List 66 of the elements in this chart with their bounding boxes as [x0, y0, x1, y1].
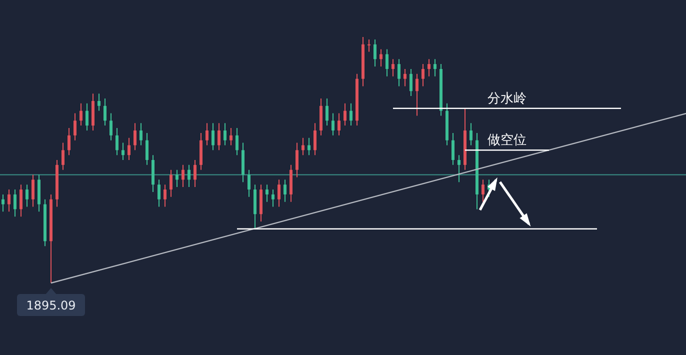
series-label: 分水岭: [488, 91, 526, 106]
candlestick: [422, 64, 424, 87]
candlestick: [434, 58, 436, 77]
candlestick: [158, 179, 160, 208]
candlestick: [308, 137, 310, 156]
candlestick: [482, 179, 484, 202]
candlestick: [182, 164, 184, 188]
candlestick: [380, 48, 382, 68]
candlestick: [392, 58, 394, 77]
candlestick: [404, 68, 406, 87]
candlestick: [296, 142, 298, 178]
candlestick: [386, 48, 388, 77]
candlestick: [116, 128, 118, 156]
candlestick: [206, 122, 208, 146]
candlestick: [248, 169, 250, 198]
candlestick: [368, 38, 370, 52]
series-label: 做空位: [488, 133, 526, 148]
candlestick: [128, 137, 130, 160]
candlestick: [212, 122, 214, 151]
candlestick: [122, 142, 124, 160]
candlestick: [428, 58, 430, 77]
candlestick: [398, 58, 400, 87]
candlestick: [164, 184, 166, 208]
candlestick: [80, 102, 82, 126]
candlestick: [146, 132, 148, 166]
candlestick: [302, 137, 304, 156]
candlestick: [278, 179, 280, 208]
candlestick: [14, 189, 16, 218]
candlestick: [344, 102, 346, 126]
candlestick: [272, 189, 274, 208]
candlestick: [74, 112, 76, 141]
candlestick: [176, 169, 178, 188]
candlestick: [218, 122, 220, 151]
candlestick: [326, 98, 328, 126]
candlestick: [170, 169, 172, 198]
candlestick: [236, 128, 238, 156]
candlestick: [284, 179, 286, 202]
candlestick: [338, 112, 340, 136]
candlestick: [452, 132, 454, 166]
candlestick: [26, 184, 28, 208]
candlestick: [2, 194, 4, 212]
candlestick: [416, 73, 418, 116]
candlestick: [140, 122, 142, 146]
candlestick: [86, 102, 88, 131]
candlestick: [194, 160, 196, 188]
annotation: 1895.09: [26, 298, 76, 312]
candlestick: [230, 128, 232, 146]
candlestick: [332, 112, 334, 136]
candlestick: [110, 112, 112, 141]
candlestick: [314, 122, 316, 156]
candlestick: [8, 189, 10, 212]
candlestick: [62, 142, 64, 170]
candlestick: [32, 174, 34, 208]
candlestick: [68, 128, 70, 156]
candlestick: [224, 122, 226, 146]
candlestick: [410, 68, 412, 97]
candlestick: [104, 98, 106, 126]
candlestick: [20, 184, 22, 218]
candlestick: [458, 154, 460, 183]
candlestick: [350, 102, 352, 126]
candlestick: [470, 122, 472, 146]
candlestick: [134, 122, 136, 151]
candlestick: [98, 93, 100, 112]
candlestick: [188, 164, 190, 188]
candlestick: [266, 184, 268, 202]
candlestick: [374, 38, 376, 68]
